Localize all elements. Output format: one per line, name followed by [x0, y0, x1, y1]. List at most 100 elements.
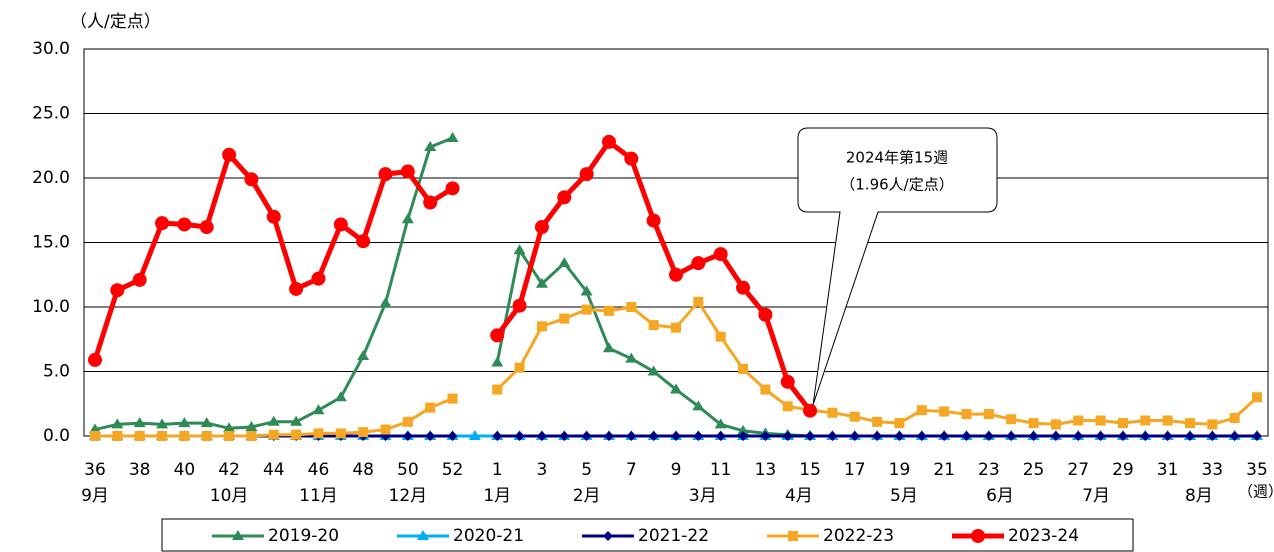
y-tick-label: 30.0: [32, 39, 70, 59]
marker: [334, 391, 347, 402]
marker: [291, 429, 302, 440]
marker: [1252, 431, 1262, 441]
marker: [648, 320, 659, 331]
x-tick-label: 19: [889, 460, 911, 480]
marker: [1073, 431, 1084, 441]
month-label: 8月: [1185, 486, 1213, 506]
legend-marker: [788, 531, 798, 541]
marker: [691, 256, 706, 271]
marker: [223, 422, 236, 433]
marker: [894, 418, 905, 429]
marker: [379, 297, 392, 308]
marker: [714, 418, 727, 429]
marker: [1229, 412, 1240, 423]
marker: [603, 431, 614, 441]
marker: [134, 431, 145, 441]
x-tick-label: 17: [844, 460, 866, 480]
x-tick-label: 42: [218, 460, 240, 480]
marker: [939, 431, 950, 441]
marker: [693, 431, 704, 441]
marker: [88, 352, 102, 367]
marker: [805, 431, 816, 441]
y-tick-label: 20.0: [32, 168, 70, 188]
marker: [1095, 431, 1106, 441]
marker: [671, 322, 681, 333]
marker: [872, 431, 883, 441]
x-tick-label: 25: [1023, 460, 1045, 480]
marker: [156, 418, 169, 429]
marker: [536, 431, 547, 441]
y-unit-label: （人/定点）: [70, 12, 161, 32]
marker: [512, 298, 527, 313]
marker: [1162, 431, 1173, 441]
marker: [1006, 431, 1017, 441]
marker: [245, 420, 258, 431]
legend-marker: [417, 530, 429, 540]
marker: [312, 404, 325, 415]
marker: [961, 431, 972, 441]
marker: [760, 384, 771, 395]
marker: [579, 167, 594, 182]
marker: [177, 217, 192, 232]
x-tick-label: 23: [978, 460, 1000, 480]
legend-marker: [603, 531, 613, 541]
x-tick-label: 44: [263, 460, 285, 480]
marker: [380, 424, 391, 435]
marker: [939, 406, 950, 417]
x-tick-label: 33: [1201, 460, 1223, 480]
marker: [157, 431, 168, 441]
marker: [736, 280, 751, 295]
y-tick-label: 5.0: [43, 362, 70, 382]
marker: [514, 431, 525, 441]
marker: [266, 209, 281, 224]
month-label: 6月: [986, 486, 1014, 506]
x-tick-label: 50: [397, 460, 419, 480]
marker: [222, 147, 237, 162]
x-tick-label: 1: [492, 460, 503, 480]
month-label: 2月: [573, 486, 601, 506]
marker: [402, 431, 413, 441]
marker: [1162, 415, 1173, 426]
marker: [849, 411, 860, 422]
x-tick-label: 9: [671, 460, 682, 480]
marker: [603, 305, 614, 316]
marker: [535, 277, 548, 288]
marker: [1140, 415, 1151, 426]
marker: [1028, 431, 1039, 441]
marker: [872, 416, 883, 427]
marker: [425, 431, 436, 441]
marker: [111, 418, 124, 429]
marker: [1028, 418, 1039, 429]
x-tick-label: 27: [1067, 460, 1089, 480]
marker: [581, 431, 592, 441]
marker: [558, 257, 571, 268]
x-unit-label: （週）: [1238, 483, 1274, 501]
marker: [715, 331, 726, 342]
marker: [289, 281, 304, 296]
marker: [916, 431, 927, 441]
marker: [647, 365, 660, 376]
marker: [713, 247, 728, 262]
marker: [112, 431, 123, 441]
marker: [646, 213, 661, 228]
month-label: 3月: [689, 486, 717, 506]
marker: [803, 403, 818, 418]
month-label: 5月: [890, 486, 918, 506]
marker: [737, 424, 750, 435]
legend-label: 2021-22: [638, 526, 709, 546]
marker: [333, 217, 348, 232]
marker: [311, 271, 326, 286]
y-tick-label: 0.0: [43, 426, 70, 446]
marker: [626, 302, 637, 312]
month-label: 9月: [81, 486, 109, 506]
marker: [692, 400, 705, 411]
marker: [290, 415, 303, 426]
marker: [1050, 431, 1061, 441]
marker: [155, 216, 170, 231]
marker: [760, 431, 771, 441]
marker: [559, 431, 570, 441]
marker: [536, 321, 547, 332]
marker: [492, 431, 503, 441]
marker: [534, 220, 549, 235]
